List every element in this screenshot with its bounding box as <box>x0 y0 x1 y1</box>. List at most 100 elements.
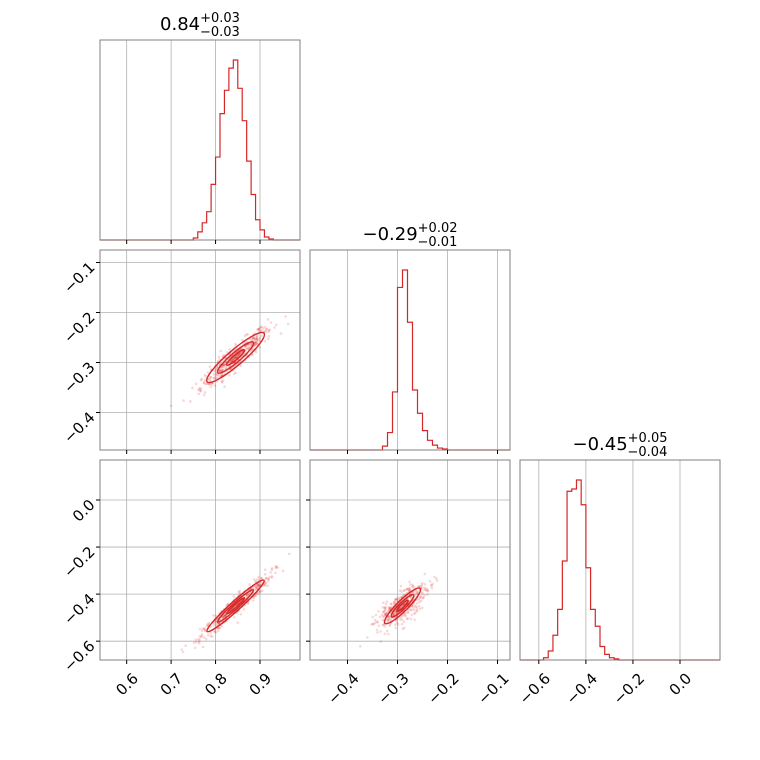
sample-point <box>208 383 211 386</box>
sample-point <box>201 645 205 649</box>
sample-point <box>261 589 264 593</box>
sample-point <box>384 612 388 616</box>
sample-point <box>251 586 255 589</box>
sample-point <box>266 337 270 341</box>
sample-point <box>398 589 402 593</box>
sample-point <box>239 352 242 355</box>
sample-point <box>216 365 219 369</box>
sample-point <box>245 346 249 350</box>
histogram-step-1 <box>310 269 510 451</box>
sample-point <box>269 321 273 324</box>
sample-point <box>383 625 387 628</box>
sample-point <box>233 355 237 359</box>
sample-point <box>383 606 387 610</box>
sample-point <box>231 358 234 362</box>
sample-point <box>409 608 412 612</box>
sample-point <box>248 343 251 346</box>
sample-point <box>399 618 402 621</box>
histogram-panel-0: 0.84+0.03 −0.03 <box>99 11 301 244</box>
sample-point <box>268 328 271 332</box>
sample-point <box>387 616 391 620</box>
scatter-panel-0-2: 0.6 0.7 0.8 0.9 −0.6 −0.4 −0.2 0.0 <box>60 459 301 700</box>
sample-point <box>268 576 271 579</box>
sample-point <box>233 372 236 376</box>
sample-point <box>382 615 386 619</box>
sample-point <box>373 618 377 622</box>
sample-point <box>420 595 423 598</box>
sample-point <box>410 608 413 612</box>
sample-point <box>264 581 268 585</box>
sample-point <box>216 373 219 376</box>
sample-point <box>431 582 435 586</box>
sample-point <box>256 328 259 332</box>
sample-point <box>223 614 227 618</box>
sample-point <box>259 576 263 580</box>
sample-point <box>203 391 207 394</box>
sample-point <box>251 337 255 340</box>
sample-point <box>239 364 243 368</box>
sample-point <box>255 338 258 342</box>
sample-point <box>217 626 220 630</box>
sample-point <box>389 606 392 610</box>
sample-point <box>426 589 430 593</box>
sample-point <box>382 610 386 614</box>
sample-point <box>191 386 194 390</box>
sample-point <box>221 365 224 368</box>
sample-point <box>403 626 406 630</box>
sample-point <box>375 620 379 623</box>
sample-point <box>405 588 409 591</box>
sample-point <box>218 369 222 373</box>
sample-point <box>266 584 269 587</box>
sample-point <box>419 599 423 603</box>
sample-point <box>214 630 217 633</box>
sample-point <box>263 325 267 329</box>
sample-point <box>387 618 390 622</box>
sample-point <box>247 592 251 596</box>
parameter-title-1: −0.29+0.02 −0.01 <box>362 221 457 250</box>
sample-point <box>379 630 382 633</box>
sample-point <box>244 594 248 598</box>
sample-point <box>251 337 254 340</box>
density-contour-1 <box>216 589 255 623</box>
sample-point <box>423 582 427 586</box>
sample-point <box>220 366 224 369</box>
sample-point <box>222 363 226 367</box>
sample-point <box>197 640 201 643</box>
sample-point <box>221 379 225 382</box>
sample-point <box>233 356 237 360</box>
sample-point <box>424 588 427 591</box>
sample-point <box>223 613 227 617</box>
sample-point <box>224 366 228 370</box>
sample-point <box>255 337 259 341</box>
sample-point <box>435 579 439 582</box>
sample-point <box>252 337 256 341</box>
sample-point <box>233 357 236 361</box>
sample-point <box>403 588 406 592</box>
sample-point <box>389 618 393 622</box>
sample-point <box>199 388 203 391</box>
sample-point <box>212 614 215 617</box>
sample-point <box>214 376 217 380</box>
sample-point <box>374 613 378 617</box>
sample-point <box>223 613 226 617</box>
histogram-panel-2: −0.6 −0.4 −0.2 0.0 −0.45+0.05 −0.04 <box>516 431 721 708</box>
sample-point <box>206 633 210 637</box>
sample-point <box>385 629 389 633</box>
y-tick-label: −0.1 <box>60 258 98 296</box>
sample-point <box>430 584 434 587</box>
sample-point <box>267 579 270 583</box>
sample-point <box>258 589 262 593</box>
sample-point <box>204 382 207 386</box>
sample-point <box>256 339 259 343</box>
sample-point <box>182 399 185 402</box>
sample-point <box>189 400 192 403</box>
sample-point <box>211 635 214 638</box>
sample-point <box>370 623 373 626</box>
sample-point <box>209 634 212 638</box>
density-contour-2 <box>383 587 422 625</box>
sample-point <box>195 640 198 644</box>
sample-point <box>255 336 258 339</box>
sample-point <box>412 606 415 610</box>
sample-point <box>252 336 256 340</box>
x-tick-label: 0.6 <box>112 670 142 700</box>
